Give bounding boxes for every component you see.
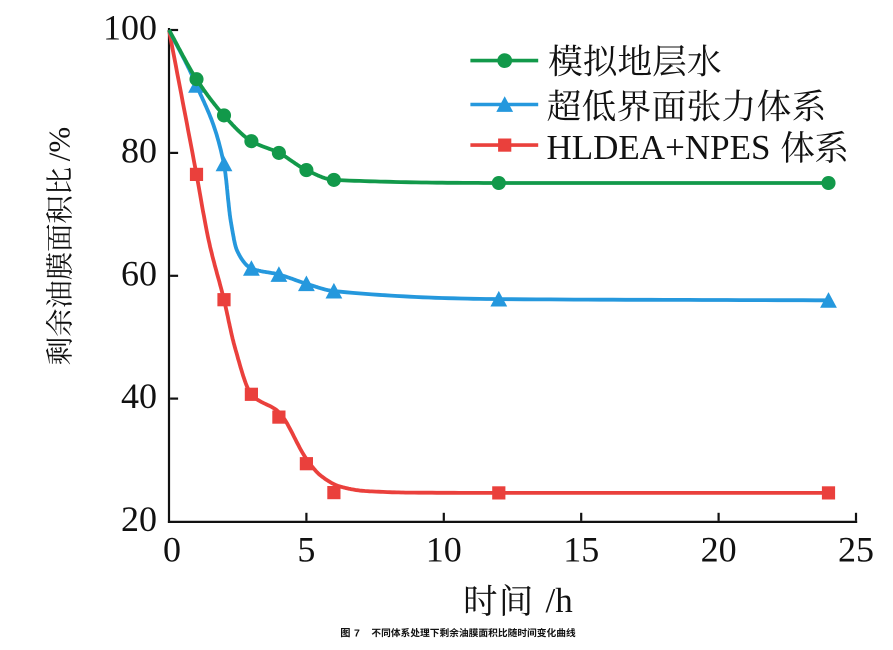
svg-text:7: 7 [354, 627, 360, 639]
svg-text:25: 25 [838, 529, 874, 569]
svg-text:5: 5 [297, 529, 315, 569]
svg-text:40: 40 [121, 376, 157, 416]
svg-text:20: 20 [121, 499, 157, 539]
svg-text:80: 80 [121, 131, 157, 171]
svg-text:60: 60 [121, 253, 157, 293]
svg-text:HLDEA+NPES: HLDEA+NPES [547, 128, 771, 167]
svg-text:10: 10 [426, 529, 462, 569]
svg-text:0: 0 [163, 529, 181, 569]
svg-text:20: 20 [701, 529, 737, 569]
svg-text:100: 100 [103, 8, 157, 48]
svg-text:/%: /% [42, 127, 77, 161]
svg-text:/h: /h [546, 581, 574, 620]
svg-text:15: 15 [563, 529, 599, 569]
